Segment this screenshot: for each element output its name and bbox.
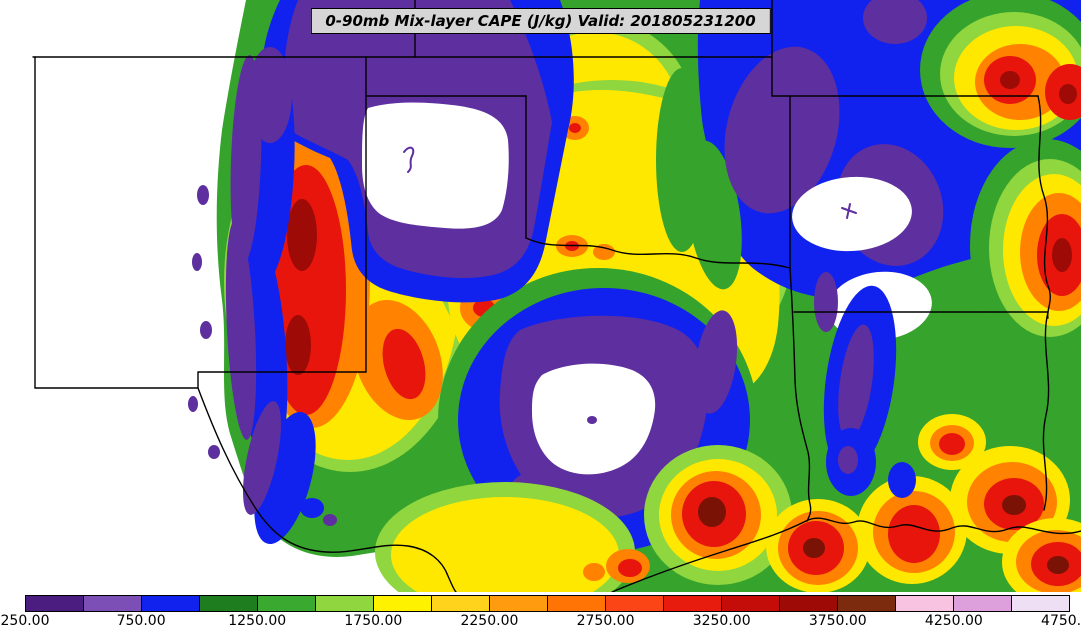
- colorbar-segment: [432, 596, 490, 611]
- cape-region: [188, 396, 198, 412]
- cape-region: [300, 498, 324, 518]
- colorbar-segment: [838, 596, 896, 611]
- title-box: 0-90mb Mix-layer CAPE (J/kg) Valid: 2018…: [310, 8, 771, 34]
- cape-region: [694, 310, 738, 414]
- colorbar-segment: [142, 596, 200, 611]
- colorbar-tick-label: 1750.00: [344, 613, 403, 629]
- border-rio-grande: [197, 387, 457, 592]
- colorbar-tick-label: 3250.00: [692, 613, 751, 629]
- colorbar-segment: [664, 596, 722, 611]
- colorbar-segment: [490, 596, 548, 611]
- colorbar-segment: [84, 596, 142, 611]
- cape-region: [1059, 84, 1077, 104]
- cape-region: [569, 123, 581, 133]
- colorbar-segment: [780, 596, 838, 611]
- cape-region: [814, 272, 838, 332]
- colorbar-segment: [1012, 596, 1069, 611]
- cape-region: [863, 0, 927, 44]
- colorbar-segment: [896, 596, 954, 611]
- cape-region: [838, 446, 858, 474]
- cape-region: [888, 462, 916, 498]
- cape-region: [230, 55, 262, 265]
- colorbar-segment: [548, 596, 606, 611]
- cape-region: [698, 497, 726, 527]
- cape-region: [197, 185, 209, 205]
- cape-region: [225, 220, 257, 440]
- colorbar-tick-label: 2750.00: [576, 613, 635, 629]
- cape-region: [382, 328, 426, 400]
- cape-region: [803, 538, 825, 558]
- border-tx-east-sabine: [789, 267, 812, 522]
- colorbar: [25, 595, 1070, 612]
- cape-low-hole-arkansas: [792, 176, 912, 252]
- colorbar-tick-label: 750.00: [116, 613, 166, 629]
- colorbar-ticks: 250.00 750.00 1250.00 1750.00 2250.00 2750.00…: [1, 612, 1081, 633]
- cape-region: [285, 315, 311, 375]
- cape-region: [583, 563, 605, 581]
- map-title: 0-90mb Mix-layer CAPE (J/kg) Valid: 2018…: [325, 12, 756, 30]
- colorbar-segments: [26, 596, 1069, 611]
- cape-region: [208, 445, 220, 459]
- colorbar-tick-label: 4750.00: [1041, 613, 1081, 629]
- border-gulf-coast: [611, 517, 1081, 592]
- cape-region: [1047, 556, 1069, 574]
- cape-region: [192, 253, 202, 271]
- cape-region: [1002, 495, 1026, 515]
- colorbar-segment: [722, 596, 780, 611]
- border-red-river: [525, 237, 791, 269]
- border-la-ms-river: [1042, 311, 1050, 511]
- cape-region: [888, 505, 940, 563]
- cape-hole-speckle: [841, 203, 857, 219]
- cape-region: [939, 433, 965, 455]
- cape-region: [686, 140, 742, 290]
- colorbar-segment: [258, 596, 316, 611]
- cape-low-hole-panhandle: [362, 102, 509, 229]
- cape-region: [593, 244, 615, 260]
- cape-field: [188, 0, 1081, 592]
- cape-region-southtx-yellow: [391, 497, 619, 592]
- cape-region: [618, 559, 642, 577]
- colorbar-tick-label: 3750.00: [808, 613, 867, 629]
- cape-region: [838, 324, 874, 440]
- cape-region: [323, 514, 337, 526]
- cape-region: [724, 46, 840, 214]
- colorbar-segment: [200, 596, 258, 611]
- colorbar-segment: [374, 596, 432, 611]
- colorbar-segment: [954, 596, 1012, 611]
- cape-region: [287, 199, 317, 271]
- colorbar-tick-label: 4250.00: [924, 613, 983, 629]
- colorbar-segment: [26, 596, 84, 611]
- cape-hole-speckle: [403, 146, 415, 173]
- border-nm-south: [34, 371, 367, 389]
- cape-region: [243, 401, 281, 515]
- colorbar-tick-label: 2250.00: [460, 613, 519, 629]
- state-borders: [32, 0, 1081, 592]
- cape-map: [32, 0, 1081, 592]
- cape-region: [1000, 71, 1020, 89]
- border-mississippi-river: [1037, 95, 1051, 319]
- colorbar-tick-label: 250.00: [0, 613, 50, 629]
- cape-region: [587, 416, 597, 424]
- colorbar-segment: [316, 596, 374, 611]
- cape-region: [1052, 238, 1072, 272]
- colorbar-tick-label: 1250.00: [228, 613, 287, 629]
- cape-region: [200, 321, 212, 339]
- colorbar-segment: [606, 596, 664, 611]
